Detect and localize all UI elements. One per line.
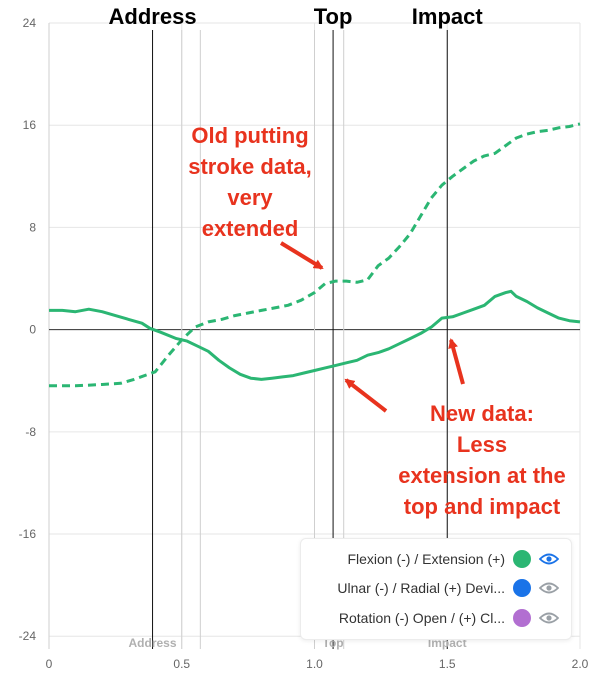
x-tick-label: 2.0 <box>572 657 589 671</box>
annotation-arrow <box>344 378 388 413</box>
annotation-arrow <box>279 241 324 270</box>
annotation: Old putting stroke data, very extended <box>188 123 312 241</box>
y-tick-label: 24 <box>23 16 37 30</box>
marker-label-top: Address <box>109 4 197 29</box>
marker-label-top: Impact <box>412 4 484 29</box>
series-line-old-data <box>49 122 581 388</box>
annotation-line: Less <box>457 432 507 457</box>
annotation-line: Old putting <box>191 123 308 148</box>
y-tick-label: -8 <box>25 425 36 439</box>
series-color-dot <box>513 579 531 597</box>
x-tick-label: 0.5 <box>173 657 190 671</box>
annotation-line: top and impact <box>404 494 561 519</box>
legend-label: Ulnar (-) / Radial (+) Devi... <box>337 580 505 596</box>
legend-item-flexion[interactable]: Flexion (-) / Extension (+) <box>347 548 559 570</box>
annotation-line: stroke data, <box>188 154 312 179</box>
y-tick-label: 16 <box>23 118 37 132</box>
eye-icon[interactable] <box>539 611 559 625</box>
y-tick-label: -16 <box>19 527 37 541</box>
eye-icon[interactable] <box>539 581 559 595</box>
legend-label: Flexion (-) / Extension (+) <box>347 551 505 567</box>
y-tick-label: 8 <box>29 220 36 234</box>
y-tick-label: -24 <box>19 629 37 643</box>
annotation-arrow <box>448 338 465 385</box>
marker-label-top: Top <box>314 4 353 29</box>
x-tick-label: 1.5 <box>439 657 456 671</box>
annotation-line: extended <box>202 216 299 241</box>
legend: Flexion (-) / Extension (+) Ulnar (-) / … <box>300 538 572 640</box>
x-tick-label: 1.0 <box>306 657 323 671</box>
marker-label-bottom: Address <box>129 636 177 650</box>
eye-icon[interactable] <box>539 552 559 566</box>
legend-item-rotation[interactable]: Rotation (-) Open / (+) Cl... <box>339 607 559 629</box>
series-line-flexion-extension <box>49 289 581 381</box>
legend-label: Rotation (-) Open / (+) Cl... <box>338 610 505 626</box>
annotation-line: very <box>227 185 273 210</box>
annotation-line: New data: <box>430 401 534 426</box>
x-tick-label: 0 <box>46 657 53 671</box>
legend-item-ulnar-radial[interactable]: Ulnar (-) / Radial (+) Devi... <box>337 577 559 599</box>
series-color-dot <box>513 550 531 568</box>
annotation-line: extension at the <box>398 463 565 488</box>
series-color-dot <box>513 609 531 627</box>
annotation: New data: Less extension at the top and imp… <box>398 401 565 519</box>
y-tick-label: 0 <box>29 323 36 337</box>
